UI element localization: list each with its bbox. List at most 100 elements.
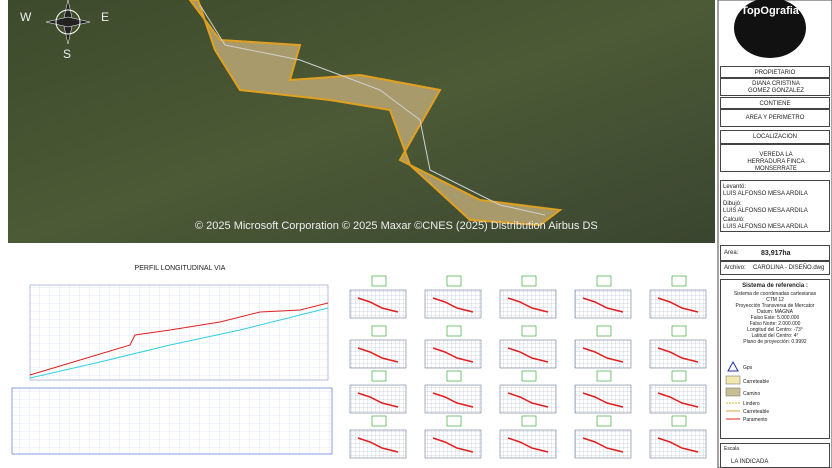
section-tag [521,370,537,382]
section-terrain [582,297,624,313]
section-tag [671,325,687,337]
road-axis [199,4,546,216]
calculated-label: Calculó: [723,217,745,223]
cross-section [574,289,632,319]
location: VEREDA LA HERRADURA FINCA MONSERRATE [747,152,805,172]
compass-w: W [20,10,32,24]
legend-entry: Gps [743,365,753,371]
cross-section [349,429,407,459]
section-terrain [657,392,699,408]
contents-header: CONTIENE [759,101,791,107]
cross-section [499,384,557,414]
cross-section [349,384,407,414]
section-tag [371,415,387,427]
profile-table [11,387,333,455]
reference-line: Proyección Transversa de Mercator [735,303,815,309]
cross-section [499,339,557,369]
file: CAROLINA - DISEÑO.dwg [753,265,825,271]
legend-entry: Paramento [743,417,768,423]
cross-section [649,384,707,414]
cross-section [574,339,632,369]
cross-section [349,289,407,319]
reference-line: Latitud del Centro: 4° [751,333,799,339]
section-tag [371,370,387,382]
surveyed-label: Levantó: [723,184,747,190]
reference-line: Longitud del Centro: -73° [747,327,803,333]
section-tag [371,275,387,287]
section-terrain [582,392,624,408]
file-label: Archivo: [724,265,746,271]
section-tag [596,415,612,427]
section-terrain [507,347,549,363]
drawn-by: LUIS ALFONSO MESA ARDILA [723,208,808,214]
legend-entry: Lindero [743,401,760,407]
section-tag [521,275,537,287]
surveyed-by: LUIS ALFONSO MESA ARDILA [723,191,808,197]
profile-title: PERFIL LONGITUDINAL VIA [134,265,226,272]
legend-entry: Carreteable [743,379,770,385]
logo-badge [734,0,806,58]
section-terrain [432,297,474,313]
cross-section [424,289,482,319]
profile-grid [29,284,329,381]
scale: LA INDICADA [731,459,769,465]
section-tag [596,370,612,382]
section-tag [671,370,687,382]
owner-header: PROPIETARIO [754,70,796,76]
logo-text: TopOgrafia [741,5,799,17]
design-profile [29,307,329,379]
cross-section [424,384,482,414]
section-terrain [507,437,549,453]
section-tag [446,370,462,382]
section-terrain [357,297,399,313]
owner: DIANA CRISTINA GOMEZ GONZALEZ [747,81,804,94]
imagery-credit: © 2025 Microsoft Corporation © 2025 Maxa… [195,220,598,232]
terrain-profile [29,302,329,376]
section-terrain [357,347,399,363]
section-tag [446,275,462,287]
section-tag [521,415,537,427]
cross-section [574,429,632,459]
reference-header: Sistema de referencia : [742,283,808,289]
legend-entry: Camino [743,391,761,397]
section-terrain [507,392,549,408]
section-terrain [432,347,474,363]
section-tag [521,325,537,337]
cross-sections [349,275,707,459]
section-terrain [432,392,474,408]
area: 83,917ha [761,250,791,257]
location-header: LOCALIZACION [752,134,797,140]
cross-section [424,429,482,459]
reference-line: Falso Norte: 2.000.000 [749,321,801,327]
section-terrain [657,297,699,313]
calculated-by: LUIS ALFONSO MESA ARDILA [723,224,808,230]
section-tag [371,325,387,337]
reference-line: Sistema de coordenadas cartesianas CTM 1… [733,291,817,303]
area-label: Area: [724,250,739,256]
drawn-label: Dibujó: [723,201,742,207]
cross-section [424,339,482,369]
section-terrain [357,392,399,408]
section-terrain [582,347,624,363]
compass [45,0,91,45]
section-tag [596,325,612,337]
legend-entry: Carreteable [743,409,770,415]
reference-line: Plano de proyección: 0.9992 [743,339,807,345]
section-terrain [357,437,399,453]
cross-section [349,339,407,369]
legend-symbols [725,360,741,420]
section-tag [446,415,462,427]
section-tag [671,415,687,427]
reference-line: Falso Este: 5.000.000 [750,315,800,321]
compass-e: E [101,10,110,24]
section-tag [671,275,687,287]
section-terrain [657,347,699,363]
section-terrain [657,437,699,453]
cross-section [649,429,707,459]
section-tag [596,275,612,287]
cross-section [499,289,557,319]
section-terrain [507,297,549,313]
section-tag [446,325,462,337]
